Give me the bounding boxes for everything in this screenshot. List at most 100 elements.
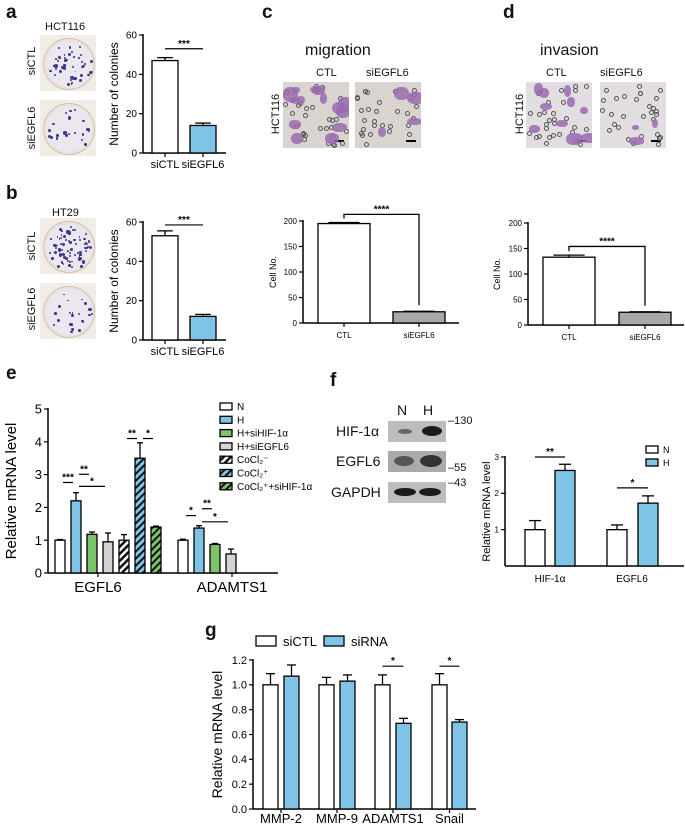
significance-label: * — [631, 478, 635, 489]
colony-dot — [70, 330, 73, 334]
membrane-pore — [654, 95, 660, 101]
colony-dot — [58, 253, 62, 257]
y-tick-label: 3 — [35, 467, 42, 482]
chart-b: 0 20 40 60 Number of colonies siCTL siEGFL6 *** — [107, 215, 226, 358]
membrane-pore — [561, 100, 567, 106]
chart-c: 0 50 100 150 200 Cell No. CTL siEGFL6 **** — [268, 204, 459, 340]
stained-cell — [319, 92, 328, 105]
colony-dot — [60, 249, 63, 252]
colony-dot — [49, 136, 53, 140]
colony-dot — [83, 62, 86, 65]
legend-label: CoCl₂⁻ — [237, 455, 268, 466]
colony-dot — [77, 257, 81, 261]
colony-dot — [69, 322, 73, 327]
colony-dot — [55, 68, 58, 71]
bar — [86, 533, 98, 574]
col-label-c-0: CTL — [316, 67, 337, 79]
marker-130: –130 — [448, 415, 473, 427]
colony-dot — [58, 238, 61, 240]
membrane-pore — [303, 113, 309, 119]
colony-dot — [78, 238, 81, 241]
membrane-pore — [544, 140, 550, 146]
significance-label: ** — [128, 429, 136, 440]
colony-dot — [78, 46, 81, 49]
colony-dot — [69, 225, 72, 229]
bar — [70, 500, 82, 574]
colony-dot — [89, 59, 93, 64]
colony-dot — [68, 260, 72, 264]
colony-dot — [58, 228, 62, 232]
colony-dot — [62, 66, 67, 70]
colony-dot — [61, 230, 63, 232]
panel-label-d: d — [503, 2, 515, 23]
y-axis-label: Cell No. — [492, 258, 502, 290]
bar — [189, 124, 217, 154]
colony-dot — [63, 255, 66, 259]
x-category-label: HIF-1α — [535, 574, 566, 585]
significance-label: ** — [546, 447, 554, 458]
colony-dot — [89, 246, 93, 250]
legend-swatch — [219, 468, 233, 478]
colony-dot — [74, 253, 77, 256]
significance-label: *** — [178, 215, 190, 226]
colony-dot — [79, 74, 84, 78]
colony-dot — [81, 298, 83, 301]
colony-dot — [53, 73, 57, 77]
colony-dot — [65, 257, 68, 260]
colony-dot — [61, 65, 65, 69]
legend-label: N — [237, 402, 244, 413]
y-axis-label: Relative mRNA level — [209, 671, 225, 799]
colony-dot — [60, 233, 63, 236]
colony-dot — [73, 238, 76, 242]
membrane-pore — [331, 143, 337, 148]
legend-swatch — [323, 635, 345, 647]
legend-swatch — [219, 442, 233, 451]
membrane-pore — [527, 111, 533, 117]
colony-dot — [68, 312, 72, 315]
membrane-pore — [537, 134, 543, 140]
membrane-pore — [360, 127, 366, 133]
bar — [177, 539, 189, 574]
colony-dot — [54, 247, 57, 250]
bar — [54, 539, 66, 574]
stained-cell — [632, 125, 640, 131]
x-category-label: siEGFL6 — [403, 331, 435, 340]
stained-cell — [393, 87, 409, 101]
colony-dot — [63, 53, 66, 56]
colony-dot — [64, 238, 67, 241]
stained-cell — [566, 97, 575, 108]
colony-dot — [74, 77, 77, 80]
colony-dot — [49, 69, 52, 73]
colony-dot — [58, 46, 60, 49]
membrane-pore — [364, 142, 370, 148]
x-category-label: Snail — [435, 811, 464, 826]
colony-dot — [69, 78, 73, 82]
panel-label-e: e — [6, 363, 17, 384]
significance-label: ** — [203, 499, 211, 510]
colony-dot — [69, 248, 73, 252]
membrane-pore — [614, 96, 620, 101]
y-tick-label: 0 — [518, 321, 523, 330]
x-category-label: CTL — [561, 333, 577, 342]
colony-dot — [52, 324, 55, 326]
colony-dot — [73, 229, 76, 232]
stained-cell — [538, 87, 549, 98]
y-tick-label: 100 — [284, 268, 298, 277]
colony-dot — [78, 255, 81, 257]
migration-micrograph — [283, 82, 349, 148]
y-tick-label: 1 — [35, 533, 42, 548]
membrane-pore — [283, 101, 289, 107]
colony-dot — [61, 253, 65, 256]
colony-dot — [80, 53, 83, 56]
legend-label: CoCl₂⁺ — [237, 469, 268, 480]
membrane-pore — [637, 83, 643, 89]
colony-dot — [48, 129, 51, 132]
stained-cell — [331, 122, 347, 132]
colony-dot — [80, 264, 84, 268]
legend-label: H — [663, 458, 670, 468]
colony-dot — [56, 264, 60, 268]
colony-dot — [87, 74, 90, 77]
colony-dot — [63, 64, 66, 67]
